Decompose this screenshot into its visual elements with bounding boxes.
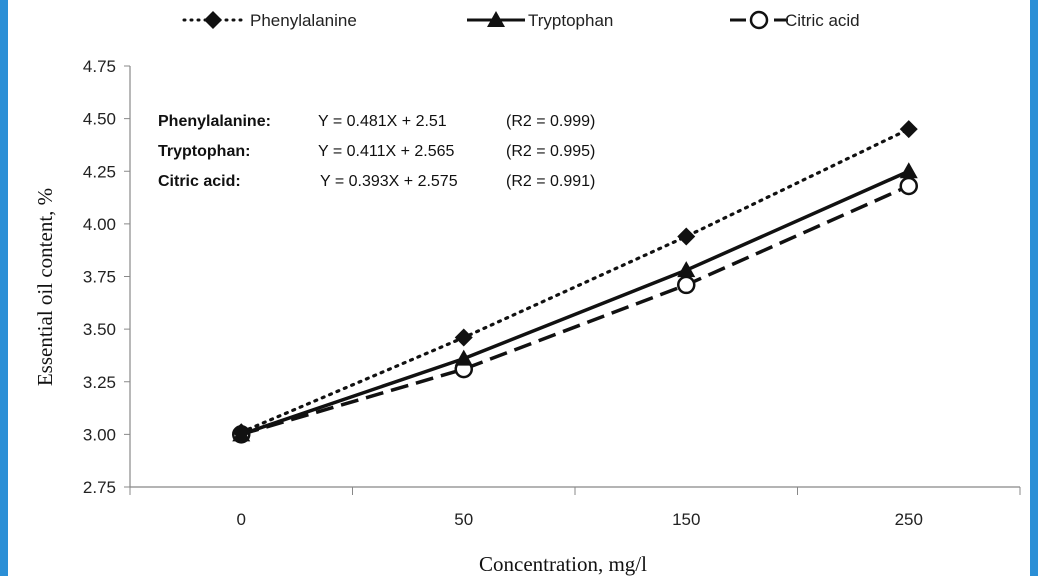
legend-label: Citric acid [785,11,860,30]
legend-marker [487,11,505,27]
legend-marker [204,11,222,29]
series-group [232,120,918,444]
y-tick-label: 3.00 [83,425,116,444]
series-line [240,184,910,437]
x-tick-label: 250 [895,510,923,529]
series-line [240,169,910,437]
y-tick-labels: 2.75 3.00 3.25 3.50 3.75 4.00 4.25 4.50 4.75 [83,57,130,497]
x-tick-label: 150 [672,510,700,529]
legend-label: Tryptophan [528,11,613,30]
equation-row: Citric acid: Y = 0.393X + 2.575 (R2 = 0.99… [158,173,595,190]
y-tick-label: 4.25 [83,162,116,181]
x-axis-title: Concentration, mg/l [479,552,647,576]
equation-formula: Y = 0.393X + 2.575 [320,173,458,190]
y-axis-title: Essential oil content, % [33,188,57,386]
line-chart: Phenylalanine Tryptophan Citric acid 2.75 3… [33,10,1021,576]
equation-series-name: Phenylalanine: [158,113,271,130]
y-tick-label: 4.75 [83,57,116,76]
y-tick-label: 3.75 [83,268,116,287]
legend-item: Phenylalanine [182,11,357,30]
equation-r2: (R2 = 0.999) [506,113,595,130]
data-point [677,227,696,246]
legend-label: Phenylalanine [250,11,357,30]
series-triangle [232,162,918,442]
legend-item: Tryptophan [467,11,613,30]
equation-series-name: Tryptophan: [158,143,250,160]
y-tick-label: 3.25 [83,373,116,392]
x-tick-labels: 0 50 150 250 [129,487,1021,529]
x-tick-label: 0 [237,510,246,529]
y-tick-label: 2.75 [83,478,116,497]
equation-r2: (R2 = 0.995) [506,143,595,160]
data-point [899,176,918,196]
data-point [454,349,473,366]
data-point [677,275,696,295]
data-point [454,328,473,347]
equation-annotations: Phenylalanine: Y = 0.481X + 2.51 (R2 = 0.9… [158,113,595,190]
y-tick-label: 3.50 [83,320,116,339]
legend: Phenylalanine Tryptophan Citric acid [182,10,860,30]
equation-series-name: Citric acid: [158,173,241,190]
data-point [899,120,918,139]
y-tick-label: 4.50 [83,110,116,129]
chart-frame: Phenylalanine Tryptophan Citric acid 2.75 3… [8,0,1030,576]
data-point [899,162,918,179]
equation-row: Phenylalanine: Y = 0.481X + 2.51 (R2 = 0.9… [158,113,595,130]
data-point [232,423,251,442]
legend-item: Citric acid [730,10,860,30]
x-tick-label: 50 [454,510,473,529]
series-line [239,127,911,434]
equation-formula: Y = 0.481X + 2.51 [318,113,447,130]
data-point [677,261,696,278]
legend-marker [749,10,769,30]
series-diamond [232,120,918,442]
equation-formula: Y = 0.411X + 2.565 [318,143,455,160]
equation-row: Tryptophan: Y = 0.411X + 2.565 (R2 = 0.995… [158,143,595,160]
equation-r2: (R2 = 0.991) [506,173,595,190]
y-tick-label: 4.00 [83,215,116,234]
